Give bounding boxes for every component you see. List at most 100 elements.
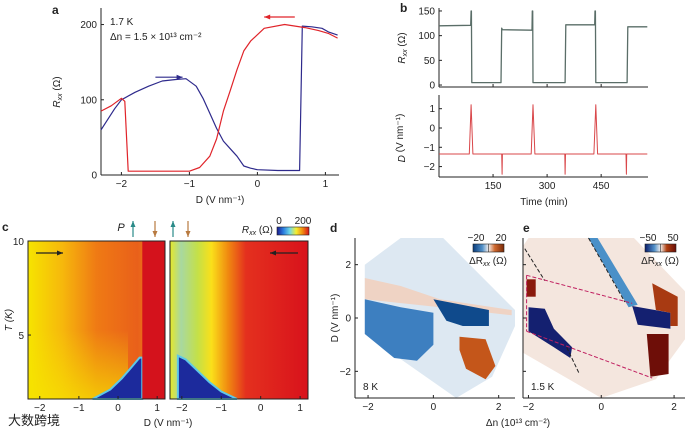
panel-label-c: c [2,220,9,234]
boundary-dashed-line [588,237,626,303]
x-tick-label: 0 [431,402,437,413]
x-tick-label: 300 [539,181,556,192]
polarization-up-arrow-head [130,221,136,227]
y-tick-label: 0 [91,171,97,182]
panel-label-e: e [523,221,530,235]
heatmap-region-negative-blob-left [528,307,573,358]
panel-label-b: b [400,1,407,15]
polarization-label: P [117,222,125,234]
colorbar-label-main: R [242,225,249,236]
heatmap-region-negative-stripe [588,238,638,308]
x-tick-label: 0 [255,179,261,190]
y-tick-label: 0 [429,123,435,134]
colorbar-max-label: 20 [495,233,507,244]
x-tick-label: −1 [73,403,85,414]
y-axis-label-rxx-subscript: xx [402,49,409,58]
colorbar-label-sub: xx [482,261,491,268]
series-line-backward [100,23,338,172]
x-tick-label: 1 [323,179,329,190]
y-axis-label-rxx-main: R [397,56,408,63]
series-line-forward [100,25,338,172]
heatmap-region-negative-blob-right [632,306,671,329]
heatmap-region-negative-blob [433,299,489,326]
heatmap-region-positive-blob-left [526,279,536,297]
watermark: 大数跨境 [8,413,60,428]
sweep-direction-arrow-left [270,250,298,256]
sweep-direction-arrow [264,14,295,20]
y-axis-label-subscript: xx [57,93,64,102]
x-tick-label: −2 [362,402,374,413]
y-tick-label: −2 [340,367,352,378]
x-tick-label: 0 [115,403,121,414]
x-tick-label: 150 [485,181,502,192]
y-axis-label-d-main: D [397,155,408,162]
y-tick-label: 2 [345,260,351,271]
y-axis-label-main: R [52,100,63,107]
y-tick-label: 200 [80,20,97,31]
y-axis-label-d-unit: (V nm⁻¹) [395,114,406,155]
y-tick-label: 0 [429,81,435,92]
polarization-up-arrow [130,221,136,237]
x-axis-label-time: Time (min) [520,197,567,208]
temperature-annotation: 8 K [363,382,378,393]
temperature-annotation: 1.5 K [531,382,555,393]
displacement-field-trace [439,104,648,175]
y-axis-label: T (K) [4,309,15,331]
heatmap-left-region-high-resistance [142,241,165,399]
y-tick-label: 150 [418,6,435,17]
polarization-down-arrow [152,221,158,237]
heatmap-region-negative-band [364,299,434,361]
y-tick-label: 5 [18,331,24,342]
sweep-direction-arrow-right [36,250,63,256]
x-axis-label: D (V nm⁻¹) [144,418,193,429]
colorbar-min-label: −20 [468,233,485,244]
colorbar-rxx [276,226,310,236]
sweep-direction-arrow-left-head [270,250,276,256]
sweep-direction-arrow [155,74,183,80]
density-annotation: Δn = 1.5 × 10¹³ cm⁻² [110,32,202,43]
y-tick-label: 10 [13,237,25,248]
x-tick-label: 0 [258,403,264,414]
boundary-dashed-line [526,330,653,379]
rxx-time-trace [438,10,648,84]
y-tick-label: −2 [424,162,436,173]
y-axis-label: D (V nm⁻¹) [330,294,341,343]
x-tick-label: 0 [598,402,604,413]
x-tick-label: −1 [184,179,196,190]
heatmap-right-region-low-resistance [176,354,238,400]
x-tick-label: 2 [496,402,502,413]
colorbar-min-label: 0 [276,216,282,227]
colorbar-label-main: ΔR [641,256,655,267]
y-axis-label: Rxx (Ω) [52,76,64,107]
heatmap-region-positive-band [364,278,512,316]
y-tick-label: 100 [80,95,97,106]
colorbar-label-sub: xx [654,261,663,268]
y-tick-label: 50 [424,56,436,67]
sweep-direction-arrow-right-head [57,250,63,256]
sweep-direction-arrow-head [264,14,271,20]
x-axis-label: Δn (10¹³ cm⁻²) [486,418,550,429]
boundary-dashed-line [526,274,633,304]
boundary-dashed-line [566,347,580,375]
x-tick-label: −2 [116,179,128,190]
x-tick-label: −2 [176,403,188,414]
polarization-up-arrow [170,221,176,237]
heatmap-region-measured-area [523,238,685,398]
x-tick-label: −1 [216,403,228,414]
panel-label-d: d [330,221,337,235]
heatmap-region-positive-blob-right-upper [652,283,678,326]
y-axis-label-rxx: Rxx (Ω) [397,32,409,63]
x-tick-label: 2 [671,402,677,413]
polarization-down-arrow [185,221,191,237]
colorbar-label-main: ΔR [469,256,483,267]
y-tick-label: 1 [429,104,435,115]
panel-label-a: a [52,3,59,17]
y-tick-label: −1 [424,143,436,154]
colorbar-label-unit: (Ω) [662,256,679,267]
colorbar-label-unit: (Ω) [490,256,507,267]
colorbar-label: Rxx (Ω) [242,225,273,237]
heatmap-region-positive-blob-right-lower [646,334,669,377]
y-axis-label-unit: (Ω) [52,76,63,93]
